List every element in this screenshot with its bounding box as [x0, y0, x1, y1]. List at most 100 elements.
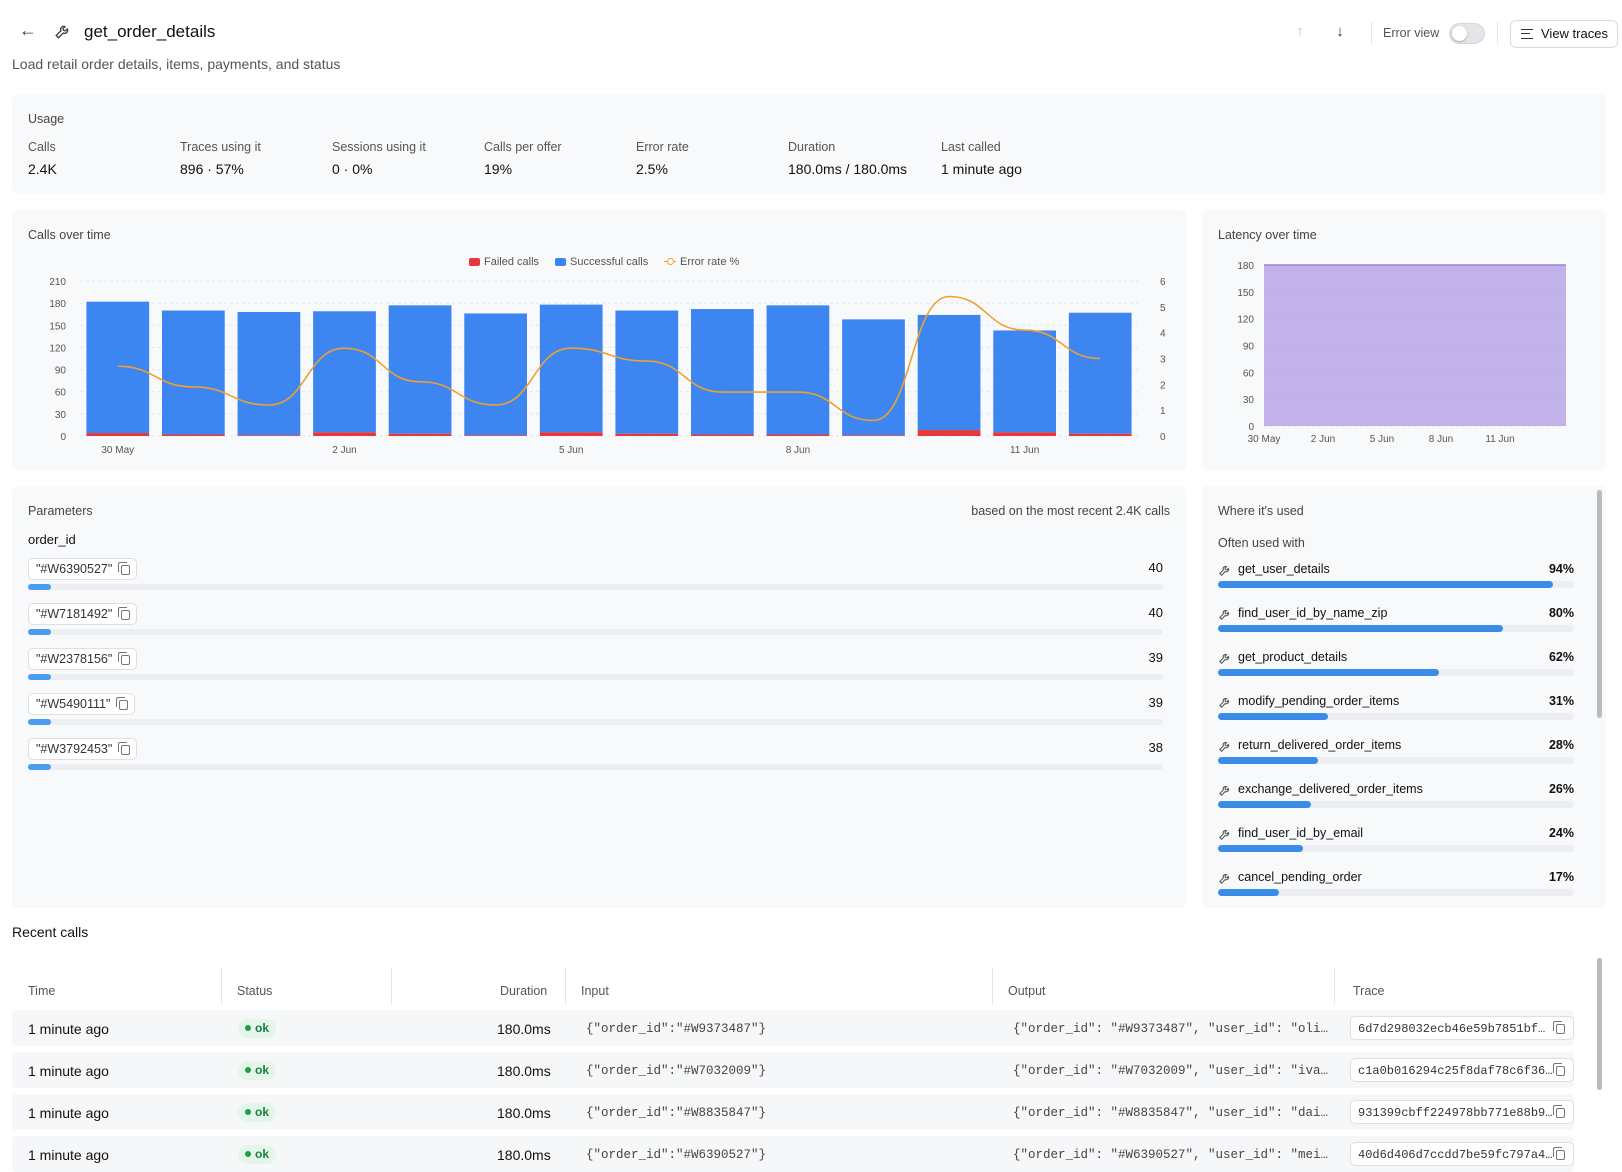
trace-id-chip[interactable]: 40d6d406d7ccdd7be59fc797a4…: [1350, 1142, 1574, 1166]
bar-successful[interactable]: [388, 305, 452, 434]
used-with-item[interactable]: modify_pending_order_items 31%: [1218, 694, 1574, 736]
error-rate-line[interactable]: [117, 295, 1101, 422]
bar-failed[interactable]: [917, 430, 981, 436]
arrow-up-icon[interactable]: ↑: [1296, 23, 1304, 40]
used-with-bar-fill: [1218, 801, 1311, 808]
bar-failed[interactable]: [464, 435, 528, 436]
used-with-item[interactable]: cancel_pending_order 17%: [1218, 870, 1574, 908]
error-view-toggle[interactable]: [1449, 23, 1485, 44]
table-row[interactable]: 1 minute ago ok 180.0ms {"order_id":"#W9373…: [12, 1010, 1574, 1046]
bar-successful[interactable]: [313, 311, 376, 433]
copy-icon[interactable]: [116, 697, 129, 710]
bar-failed[interactable]: [86, 433, 150, 436]
used-with-item[interactable]: find_user_id_by_name_zip 80%: [1218, 606, 1574, 648]
wrench-icon: [1219, 829, 1230, 840]
scrollbar[interactable]: [1597, 958, 1602, 1090]
y-tick-label: 30: [55, 410, 67, 421]
copy-icon[interactable]: [118, 652, 131, 665]
bar-successful[interactable]: [690, 309, 754, 435]
x-tick-label: 8 Jun: [1429, 434, 1453, 445]
copy-icon[interactable]: [118, 562, 131, 575]
parameter-value: "#W7181492": [36, 607, 113, 621]
used-with-percent: 24%: [1548, 826, 1574, 840]
arrow-down-icon[interactable]: ↓: [1336, 23, 1344, 40]
used-with-item[interactable]: get_product_details 62%: [1218, 650, 1574, 692]
trace-id-chip[interactable]: 931399cbff224978bb771e88b9…: [1350, 1100, 1574, 1124]
used-with-bar: [1218, 713, 1574, 720]
wrench-icon: [1219, 741, 1230, 752]
bar-failed[interactable]: [993, 432, 1057, 436]
col-trace[interactable]: Trace: [1353, 984, 1385, 998]
copy-icon[interactable]: [1553, 1021, 1565, 1034]
table-row[interactable]: 1 minute ago ok 180.0ms {"order_id":"#W8835…: [12, 1094, 1574, 1130]
error-view-label: Error view: [1383, 26, 1440, 40]
y-tick-label: 180: [1237, 261, 1254, 272]
used-with-item[interactable]: exchange_delivered_order_items 26%: [1218, 782, 1574, 824]
bar-failed[interactable]: [690, 434, 754, 436]
bar-failed[interactable]: [539, 432, 603, 436]
copy-icon[interactable]: [1553, 1105, 1565, 1118]
parameter-share-fill: [28, 629, 51, 635]
bar-successful[interactable]: [237, 312, 301, 436]
wrench-icon: [1219, 565, 1230, 576]
bar-successful[interactable]: [1068, 312, 1132, 434]
copy-icon[interactable]: [118, 607, 131, 620]
bar-successful[interactable]: [161, 310, 225, 435]
cell-output: {"order_id": "#W6390527", "user_id": "me…: [1013, 1148, 1329, 1162]
parameter-value-chip[interactable]: "#W3792453": [28, 738, 138, 760]
arrow-left-icon[interactable]: ←: [19, 20, 37, 40]
scrollbar[interactable]: [1597, 490, 1602, 718]
bar-successful[interactable]: [86, 301, 150, 434]
col-status[interactable]: Status: [237, 984, 273, 998]
bar-successful[interactable]: [993, 330, 1057, 433]
cell-output: {"order_id": "#W9373487", "user_id": "ol…: [1013, 1022, 1329, 1036]
legend-successful[interactable]: Successful calls: [555, 256, 648, 268]
used-with-bar-fill: [1218, 669, 1439, 676]
col-time[interactable]: Time: [28, 984, 56, 998]
calls-chart: 0 30 60 90 120 150 180 210 0 1 2 3 4 5 6 30 May 2 Jun 5 J…: [49, 277, 1166, 456]
bar-failed[interactable]: [842, 435, 905, 436]
copy-icon[interactable]: [1553, 1147, 1565, 1160]
bar-failed[interactable]: [388, 433, 452, 436]
trace-id-chip[interactable]: 6d7d298032ecb46e59b7851bf…: [1350, 1016, 1574, 1040]
copy-icon[interactable]: [118, 742, 131, 755]
legend-failed[interactable]: Failed calls: [469, 256, 539, 268]
bar-successful[interactable]: [766, 305, 830, 435]
parameter-value-chip[interactable]: "#W2378156": [28, 648, 138, 670]
latency-area[interactable]: [1264, 265, 1566, 426]
bar-successful[interactable]: [539, 304, 603, 433]
col-output[interactable]: Output: [1008, 984, 1046, 998]
bar-failed[interactable]: [615, 433, 679, 436]
stat-error-rate: Error rate 2.5%: [636, 140, 689, 177]
wrench-icon: [1219, 785, 1230, 796]
bar-failed[interactable]: [1068, 433, 1132, 436]
bar-successful[interactable]: [464, 313, 528, 436]
parameter-value-chip[interactable]: "#W6390527": [28, 558, 138, 580]
used-with-item[interactable]: return_delivered_order_items 28%: [1218, 738, 1574, 780]
parameter-value-chip[interactable]: "#W5490111": [28, 693, 136, 715]
bar-failed[interactable]: [237, 435, 301, 436]
where-used-title: Where it's used: [1218, 504, 1304, 518]
used-with-bar-fill: [1218, 845, 1304, 852]
list-icon: [1521, 29, 1533, 39]
cell-duration: 180.0ms: [497, 1147, 551, 1163]
col-input[interactable]: Input: [581, 984, 609, 998]
used-with-item[interactable]: get_user_details 94%: [1218, 562, 1574, 604]
bar-failed[interactable]: [161, 434, 225, 436]
x-tick-label: 5 Jun: [559, 445, 583, 456]
used-with-item[interactable]: find_user_id_by_email 24%: [1218, 826, 1574, 868]
bar-successful[interactable]: [842, 319, 905, 436]
legend-error-rate[interactable]: Error rate %: [664, 256, 739, 268]
trace-id-chip[interactable]: c1a0b016294c25f8daf78c6f36…: [1350, 1058, 1574, 1082]
parameter-value-chip[interactable]: "#W7181492": [28, 603, 138, 625]
col-duration[interactable]: Duration: [500, 984, 548, 998]
table-row[interactable]: 1 minute ago ok 180.0ms {"order_id":"#W7032…: [12, 1052, 1574, 1088]
table-row[interactable]: 1 minute ago ok 180.0ms {"order_id":"#W6390…: [12, 1136, 1574, 1172]
bar-successful[interactable]: [615, 310, 679, 434]
bar-failed[interactable]: [313, 432, 376, 436]
cell-time: 1 minute ago: [28, 1147, 109, 1163]
bar-successful[interactable]: [917, 314, 981, 431]
view-traces-button[interactable]: View traces: [1510, 20, 1618, 48]
copy-icon[interactable]: [1553, 1063, 1565, 1076]
bar-failed[interactable]: [766, 434, 830, 436]
